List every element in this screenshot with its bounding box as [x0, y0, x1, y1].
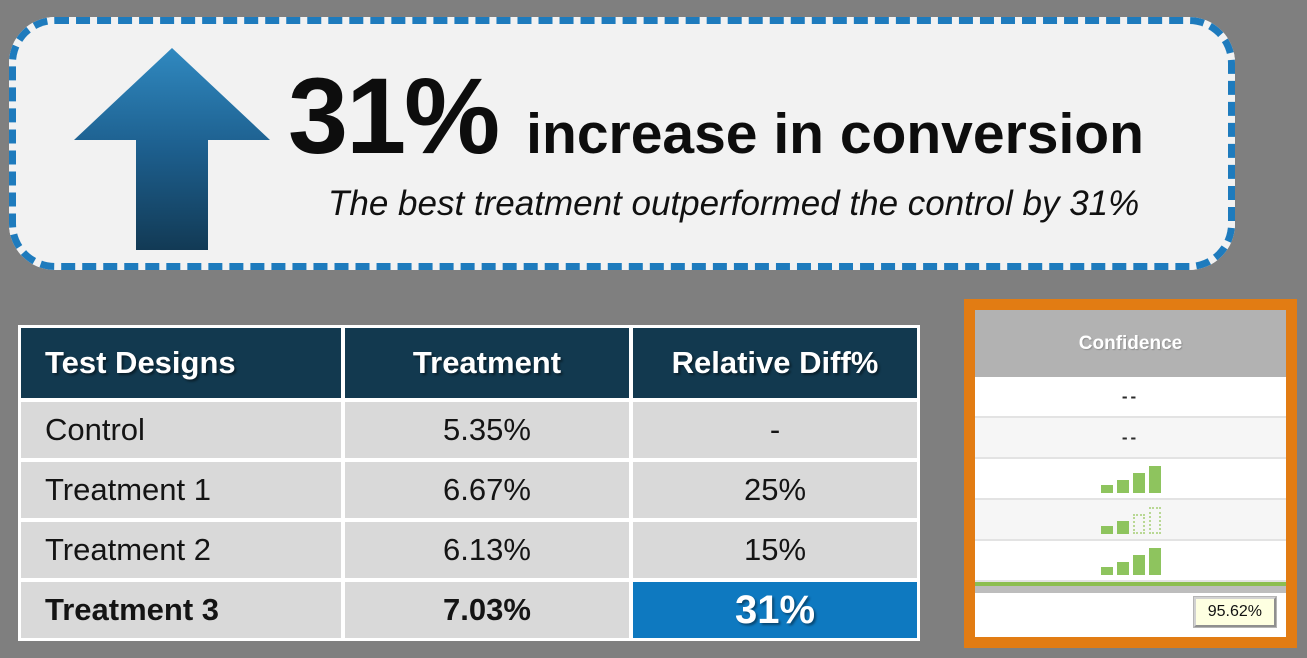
table-cell-design: Control	[21, 402, 341, 458]
table-cell-relative-diff: 15%	[633, 522, 917, 578]
confidence-row	[975, 459, 1286, 500]
gray-divider	[975, 586, 1286, 593]
table-cell-treatment: 5.35%	[345, 402, 629, 458]
headline-value: 31%	[288, 55, 500, 176]
confidence-column-header: Confidence	[975, 310, 1286, 377]
confidence-tooltip: 95.62%	[1192, 596, 1278, 628]
confidence-panel: Confidence -- -- 95.62%	[964, 299, 1297, 648]
table-cell-relative-diff: -	[633, 402, 917, 458]
confidence-empty-value: --	[1121, 428, 1140, 447]
confidence-footer: 95.62%	[975, 593, 1286, 637]
banner-headline: 31% increase in conversion	[288, 62, 1208, 170]
confidence-bars-partial-icon	[1100, 506, 1161, 534]
table-cell-design: Treatment 2	[21, 522, 341, 578]
confidence-row: --	[975, 418, 1286, 459]
column-header-test-designs: Test Designs	[21, 328, 341, 398]
table-cell-treatment: 6.13%	[345, 522, 629, 578]
green-divider	[975, 582, 1286, 586]
confidence-row	[975, 541, 1286, 582]
table-cell-treatment-winner: 7.03%	[345, 582, 629, 638]
column-header-treatment: Treatment	[345, 328, 629, 398]
table-cell-design-winner: Treatment 3	[21, 582, 341, 638]
confidence-bars-full-icon	[1100, 547, 1161, 575]
confidence-row	[975, 500, 1286, 541]
table-cell-relative-diff-winner: 31%	[633, 582, 917, 638]
banner-subheadline: The best treatment outperformed the cont…	[328, 184, 1140, 223]
up-arrow-icon	[74, 48, 270, 250]
table-cell-treatment: 6.67%	[345, 462, 629, 518]
table-cell-design: Treatment 1	[21, 462, 341, 518]
confidence-bars-full-icon	[1100, 465, 1161, 493]
confidence-row: --	[975, 377, 1286, 418]
headline-text: increase in conversion	[526, 102, 1144, 166]
highlight-banner: 31% increase in conversion The best trea…	[9, 17, 1235, 270]
table-cell-relative-diff: 25%	[633, 462, 917, 518]
confidence-empty-value: --	[1121, 387, 1140, 406]
column-header-relative-diff: Relative Diff%	[633, 328, 917, 398]
highlight-banner-body: 31% increase in conversion The best trea…	[9, 17, 1235, 270]
banner-text-block: 31% increase in conversion The best trea…	[270, 24, 1228, 224]
results-table: Test Designs Treatment Relative Diff% Co…	[18, 325, 920, 641]
